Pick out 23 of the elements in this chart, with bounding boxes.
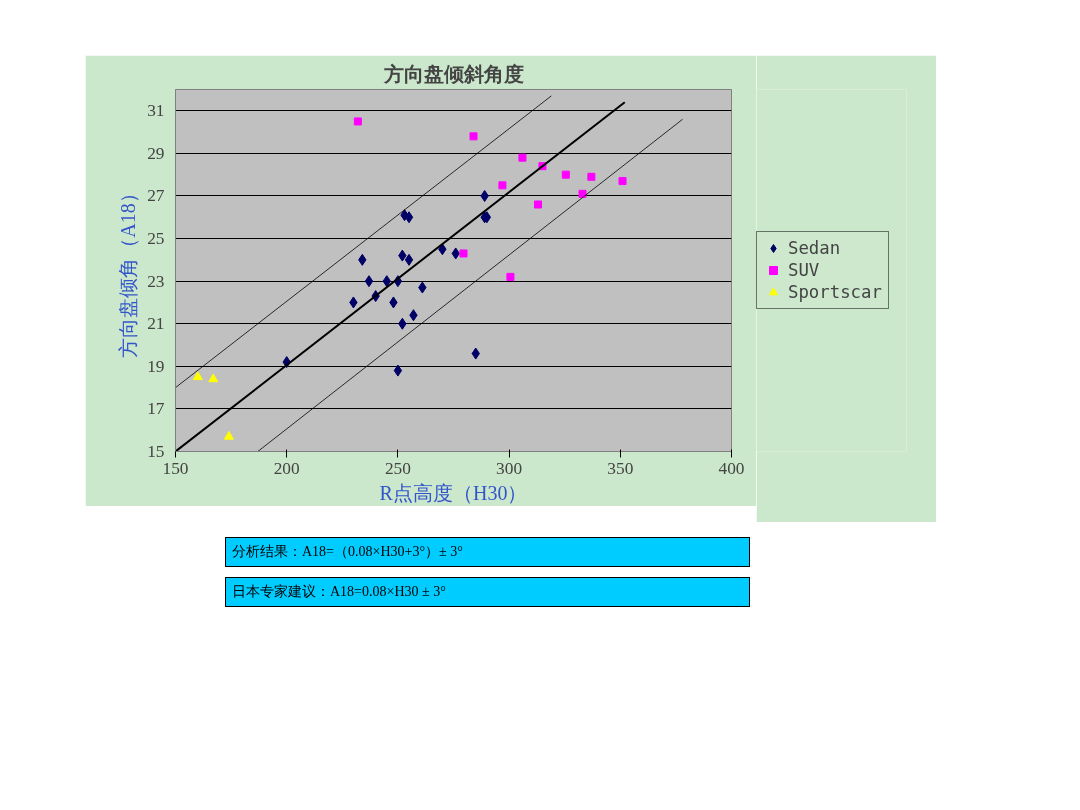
y-axis-title: 方向盘倾角（A18） (117, 183, 140, 358)
x-tick-label: 150 (162, 458, 189, 478)
y-tick-label: 17 (147, 399, 165, 419)
y-tick-label: 15 (147, 442, 165, 461)
x-tick-label: 400 (718, 458, 745, 478)
x-tick-label: 200 (273, 458, 300, 478)
y-tick-label: 19 (147, 356, 165, 376)
legend-label: Sportscar (788, 282, 882, 302)
x-tick-label: 350 (607, 458, 634, 478)
text: 分析结果：A18=（0.08×H30+3°）± 3° (225, 537, 750, 567)
y-tick-label: 31 (147, 101, 165, 121)
x-tick-label: 300 (496, 458, 523, 478)
y-tick-label: 29 (147, 143, 165, 163)
legend-label: Sedan (788, 238, 841, 258)
x-tick-label: 250 (384, 458, 411, 478)
x-axis-title: R点高度（H30） (379, 481, 528, 504)
y-tick-label: 25 (147, 229, 165, 249)
y-tick-label: 27 (147, 186, 165, 206)
y-tick-label: 21 (147, 314, 165, 334)
legend-label: SUV (788, 260, 820, 280)
text: 日本专家建议：A18=0.08×H30 ± 3° (225, 577, 750, 607)
chart-title: 方向盘倾斜角度 (382, 62, 524, 85)
y-tick-label: 23 (147, 271, 165, 291)
